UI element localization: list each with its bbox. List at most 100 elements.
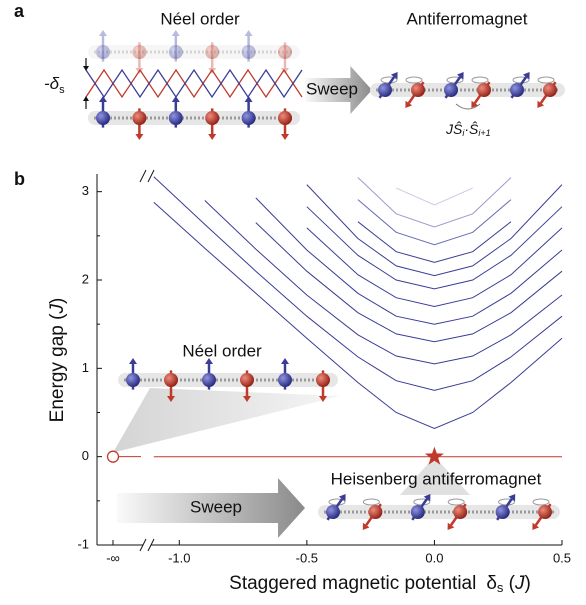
spin-head [362,522,370,531]
y-tick-label: 0 [82,448,89,463]
sweep-label: Sweep [306,79,358,98]
spectrum-line [153,176,563,391]
x-label-open: ( [503,573,515,594]
spectrum-line [255,197,563,325]
formula-part: i [462,128,465,138]
spectrum-line [357,221,512,263]
delta-label: -δs [44,74,65,95]
zoom-wedge [113,388,340,453]
x-axis-label: Staggered magnetic potential δs (J) [229,573,531,595]
spin-head [171,30,180,36]
spin-ball [453,505,468,519]
precession [537,76,555,84]
spectrum-line [357,199,512,246]
potential-line [85,68,303,99]
spin-ball [164,373,178,387]
spin-ball [477,83,491,97]
spin-ball [510,83,524,97]
spin-ball [543,83,557,97]
spin-ball [538,505,552,519]
spin-head [205,358,213,364]
panel-label: b [14,169,25,189]
spectrum-line [395,187,473,206]
formula: JŜi·Ŝi+1 [445,120,491,139]
spin-head [456,71,464,80]
formula-part: i+1 [478,128,490,138]
delta-sub: s [59,84,65,96]
precession [362,498,380,506]
spin-head [208,134,217,140]
spin-head [244,30,253,36]
sweep-label: Sweep [190,497,242,516]
spin-head [244,96,253,102]
spectrum-line [306,206,563,290]
spin-ball [495,505,510,519]
x-tick-label: 0.5 [553,550,571,565]
axis-break [139,538,147,552]
y-label-unit: J [47,304,68,315]
spin-head [281,358,289,364]
y-label-close: ) [47,298,68,304]
spin-head [243,396,251,402]
formula-part: Ŝ [453,120,463,137]
spin-ball [205,111,220,125]
axis-break [147,169,155,183]
spectrum-line [357,177,512,228]
panel-title: Néel order [160,9,240,28]
spin-ball [410,505,425,519]
spin-ball [126,373,140,387]
x-label-sub: s [497,580,504,595]
x-label-close: ) [525,573,531,594]
spin-head [423,493,431,502]
star-marker [424,446,444,465]
spectrum-line [204,200,563,365]
panel-title: Antiferromagnet [407,9,528,28]
axis-break-gap [143,539,151,551]
spin-ball [278,373,292,387]
spectrum-line [153,201,563,429]
precession [447,498,465,506]
sweep-arrow [305,66,372,114]
series-group [153,176,563,458]
x-tick-label: -1.0 [168,550,190,565]
spin-head [99,30,107,36]
y-tick-label: 1 [82,360,89,375]
axis-break [139,169,147,183]
delta-text: -δ [44,74,60,93]
formula-part: J [445,121,454,137]
axis-break-gap [143,170,151,182]
formula-part: ·Ŝ [464,120,479,137]
spin-ball [411,83,425,97]
spin-head [537,100,545,109]
spin-ball [205,45,220,59]
x-tick-label: 0.0 [425,550,443,565]
axis-break [147,538,155,552]
spin-ball [241,45,256,59]
precession [532,498,550,506]
panel-label: a [14,1,25,21]
spin-ball [96,111,110,125]
precession [405,76,423,84]
infinity-marker [106,450,120,463]
spin-head [405,100,413,109]
texts: a Néel order Antiferromagnet-δs SweepJŜi·Ŝi… [14,1,571,596]
y-tick-label: -1 [77,536,89,551]
inset-title: Néel order [182,341,262,360]
spin-head [171,96,180,102]
precession [471,76,489,84]
gap-head [83,66,89,71]
spin-head [135,134,144,140]
spin-head [508,493,516,502]
plot [96,169,563,552]
spectrum-line [255,222,563,343]
potential-line [85,68,303,99]
y-label-text: Energy gap [47,325,68,422]
spin-head [522,71,530,80]
spin-head [281,134,289,140]
spin-ball [316,373,330,387]
spin-ball [278,45,292,59]
zoom-wedge [400,456,470,495]
y-tick-label: 3 [82,183,89,198]
spin-ball [444,83,458,97]
